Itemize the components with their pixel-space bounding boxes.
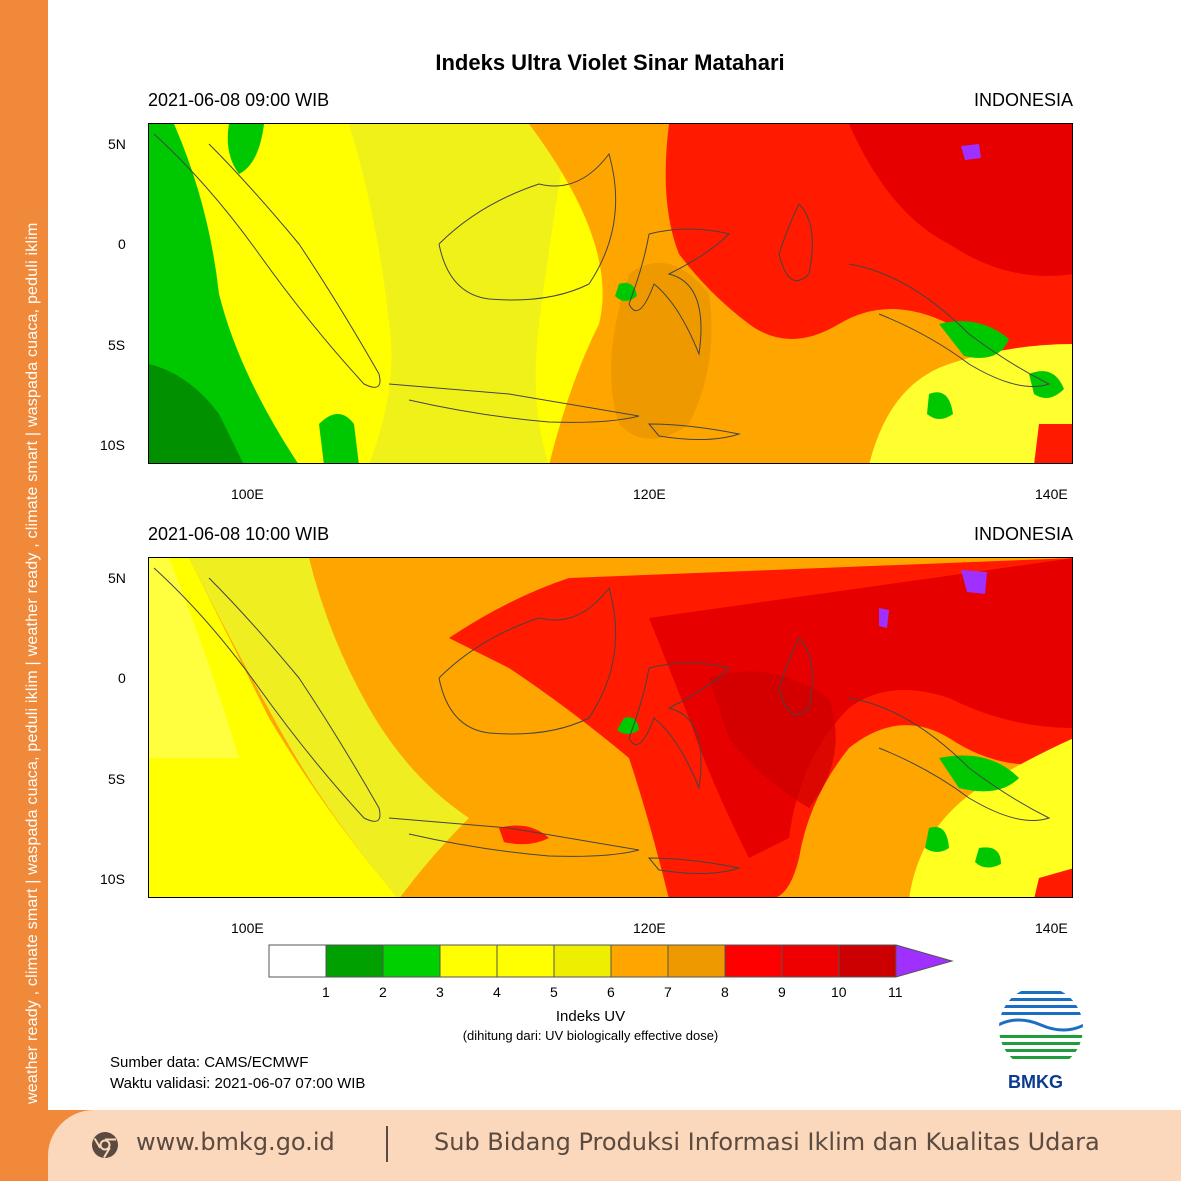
lon-label: 100E <box>231 920 264 936</box>
legend-subtitle: (dihitung dari: UV biologically effectiv… <box>462 1028 719 1043</box>
legend-level-label: 10 <box>831 984 847 1000</box>
legend-level-label: 9 <box>778 984 786 1000</box>
footer-panel <box>48 1110 1181 1181</box>
legend-swatch <box>838 944 897 978</box>
footer-separator <box>386 1126 388 1162</box>
side-band <box>0 0 48 1181</box>
lon-label: 120E <box>633 486 666 502</box>
lat-label: 0 <box>118 670 126 686</box>
legend-swatch <box>667 944 726 978</box>
legend-swatch <box>325 944 384 978</box>
validation-time: Waktu validasi: 2021-06-07 07:00 WIB <box>110 1075 366 1092</box>
legend-swatch <box>439 944 498 978</box>
lon-label: 140E <box>1035 486 1068 502</box>
legend-level-label: 6 <box>607 984 615 1000</box>
legend-colorbar <box>268 944 954 978</box>
legend-swatch <box>268 944 327 978</box>
panel-2-datetime: 2021-06-08 10:00 WIB <box>148 524 330 544</box>
footer-url[interactable]: www.bmkg.go.id <box>136 1128 335 1156</box>
legend-swatch <box>382 944 441 978</box>
legend-level-label: 8 <box>721 984 729 1000</box>
legend-level-label: 11 <box>888 984 903 1000</box>
legend-level-label: 1 <box>322 984 330 1000</box>
bmkg-logo-text: BMKG <box>1008 1072 1063 1092</box>
side-slogan: weather ready , climate smart | waspada … <box>24 222 41 1104</box>
legend-swatch <box>553 944 612 978</box>
uv-map-panel-2 <box>148 557 1073 898</box>
bmkg-logo <box>999 986 1083 1070</box>
panel-1-datetime: 2021-06-08 09:00 WIB <box>148 90 330 110</box>
web-icon <box>92 1132 118 1159</box>
lat-label: 5S <box>108 771 126 787</box>
legend-level-label: 3 <box>436 984 444 1000</box>
lat-label: 0 <box>118 236 126 252</box>
source-data: Sumber data: CAMS/ECMWF <box>110 1054 309 1071</box>
panel-2-region: INDONESIA <box>973 524 1073 544</box>
panel-1-region: INDONESIA <box>973 90 1073 110</box>
lon-label: 100E <box>231 486 264 502</box>
legend-level-label: 5 <box>550 984 558 1000</box>
lon-label: 120E <box>633 920 666 936</box>
footer-subtitle: Sub Bidang Produksi Informasi Iklim dan … <box>434 1128 1100 1156</box>
legend-level-label: 7 <box>664 984 672 1000</box>
legend-swatch <box>724 944 783 978</box>
legend-swatch <box>496 944 555 978</box>
lat-label: 5N <box>108 570 126 586</box>
lat-label: 10S <box>100 437 125 453</box>
legend-swatch <box>610 944 669 978</box>
lon-label: 140E <box>1035 920 1068 936</box>
legend-title: Indeks UV <box>555 1008 626 1025</box>
legend-level-label: 2 <box>379 984 387 1000</box>
legend-level-label: 4 <box>493 984 501 1000</box>
lat-label: 5S <box>108 337 126 353</box>
legend-swatch <box>781 944 840 978</box>
legend-arrow-swatch <box>895 944 954 978</box>
lat-label: 5N <box>108 136 126 152</box>
lat-label: 10S <box>100 871 125 887</box>
uv-map-panel-1 <box>148 123 1073 464</box>
map-title: Indeks Ultra Violet Sinar Matahari <box>435 50 785 75</box>
